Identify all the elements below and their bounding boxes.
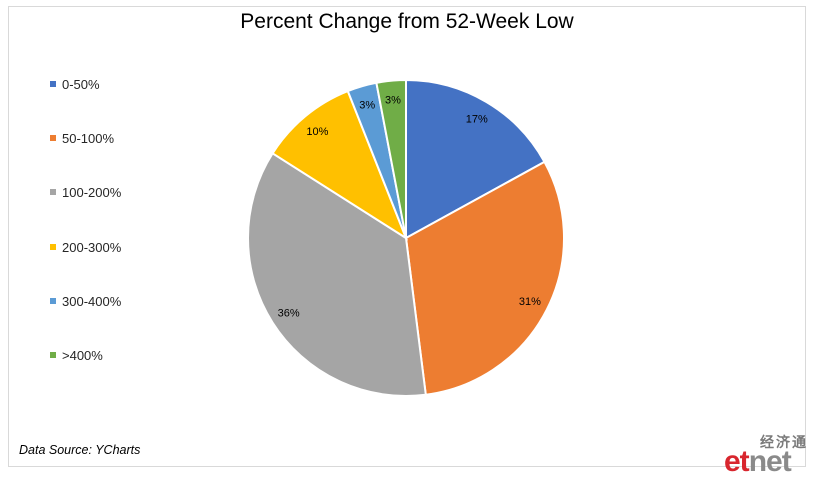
legend-swatch (50, 243, 56, 250)
pie-slice (405, 78, 546, 240)
legend-swatch (50, 189, 56, 196)
legend-label: >400% (62, 347, 103, 363)
chart-title: Percent Change from 52-Week Low (240, 10, 574, 33)
pie-slice (271, 89, 409, 241)
data-label: 10% (306, 126, 328, 138)
data-label: 17% (466, 113, 488, 125)
legend-label: 50-100% (62, 131, 115, 147)
legend-label: 100-200% (62, 185, 122, 201)
legend-label: 300-400% (62, 293, 122, 309)
pie-slice (247, 151, 427, 397)
etnet-logo: 经济通 etnet (724, 432, 814, 479)
data-label: 36% (278, 308, 300, 320)
legend-swatch (50, 351, 56, 358)
logo-chinese-text: 经济通 (760, 434, 808, 450)
data-label: 31% (519, 296, 541, 308)
legend-label: 0-50% (62, 77, 100, 92)
pie-slice (375, 78, 407, 239)
pie-slice (404, 160, 565, 396)
logo-net: net (748, 445, 792, 478)
data-label: 3% (385, 95, 401, 107)
logo-et: et (724, 445, 750, 478)
logo-wordmark: etnet (724, 445, 792, 478)
legend-swatch (50, 297, 56, 304)
legend-swatch (50, 135, 56, 142)
data-label: 3% (359, 99, 375, 111)
data-source-note: Data Source: YCharts (19, 443, 141, 457)
legend-label: 200-300% (62, 239, 122, 255)
legend-swatch (50, 81, 56, 87)
